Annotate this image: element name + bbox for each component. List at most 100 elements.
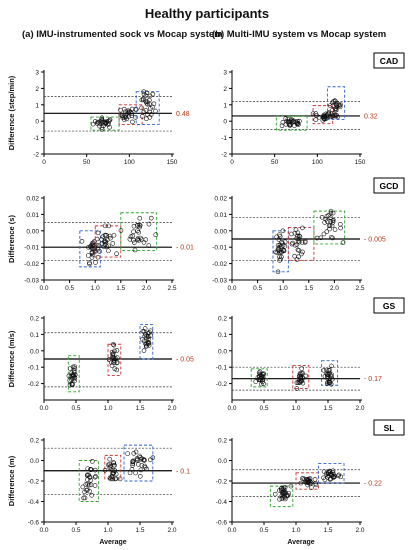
gcd-b-point — [330, 235, 335, 241]
sl-b-point — [322, 477, 328, 483]
sl-a-point — [112, 476, 118, 482]
sl-a-point — [138, 467, 144, 473]
gs-a-point — [70, 372, 76, 377]
sl-a-point — [90, 459, 95, 464]
cad-b-point — [297, 118, 302, 124]
gcd-b-point — [280, 228, 286, 234]
sl-a-point — [80, 484, 86, 490]
gs-a-point — [142, 326, 148, 331]
sl-b-point — [288, 483, 294, 489]
cad-b-point — [334, 101, 340, 106]
gcd-b-panel-box — [373, 177, 405, 194]
gcd-a-point — [104, 237, 110, 243]
gcd-b-xtick-label: 1.5 — [304, 285, 313, 292]
gs-a-mean-label: - 0.05 — [176, 357, 194, 364]
sl-a-point — [86, 482, 92, 488]
gcd-a-point — [88, 244, 93, 249]
cad-a-point — [139, 97, 145, 103]
sl-a-blue-box — [123, 444, 154, 482]
gcd-b-point — [278, 256, 283, 262]
gcd-a-point — [101, 244, 107, 250]
gs-a-point — [110, 341, 116, 347]
sl-a-xtick-label: 0.5 — [71, 527, 80, 534]
gs-a-point — [111, 357, 117, 363]
sl-a-point — [92, 474, 98, 480]
cad-a-xtick-label: 100 — [124, 159, 135, 166]
gcd-a-ytick-label: -0.01 — [24, 245, 39, 252]
gs-b-ytick-label: 0.1 — [218, 332, 227, 339]
cad-b-xtick-label: 150 — [355, 159, 366, 166]
gs-b-point — [257, 369, 263, 375]
cad-b-mean-label: 0.32 — [364, 113, 378, 120]
gs-a-point — [111, 355, 117, 361]
sl-a-point — [85, 466, 91, 471]
sl-b-mean-label: - 0.22 — [364, 481, 382, 488]
sl-b-point — [285, 493, 290, 499]
cad-a-point — [139, 105, 144, 111]
cad-b-point — [333, 101, 339, 107]
gcd-a-point — [95, 230, 101, 236]
sl-b-point — [279, 488, 284, 493]
gcd-a-xtick-label: 2.5 — [167, 285, 176, 292]
sl-b-ytick-label: 0.2 — [218, 438, 227, 445]
gcd-b-point — [340, 240, 346, 245]
gcd-b-point — [294, 257, 300, 262]
sl-a-point — [113, 471, 119, 477]
sl-b-point — [326, 473, 331, 479]
sl-a-point — [112, 463, 117, 468]
cad-a-point — [118, 107, 123, 113]
cad-a-ytick-label: -1 — [33, 135, 39, 142]
cad-a-ylabel: Difference (step/min) — [7, 75, 16, 150]
gs-a-ytick-label: 0.1 — [30, 332, 39, 339]
gs-a-xtick-label: 0.0 — [39, 405, 48, 412]
gcd-b-point — [330, 218, 336, 224]
column-b-title: (b) Multi-IMU system vs Mocap system — [212, 29, 387, 40]
cad-b-ytick-label: -1 — [221, 135, 227, 142]
gcd-a-point — [96, 243, 102, 249]
sl-a-mean-label: - 0.1 — [176, 468, 190, 475]
gcd-b-ytick-label: -0.03 — [212, 278, 227, 285]
gcd-b-point — [338, 221, 343, 227]
gs-b-point — [297, 374, 302, 379]
cad-b-xtick-label: 0 — [230, 159, 234, 166]
gcd-b-point — [281, 248, 287, 254]
gs-b-point — [298, 379, 304, 384]
cad-b-point — [295, 119, 300, 124]
gs-b-xtick-label: 0.5 — [259, 405, 268, 412]
cad-a-ytick-label: 3 — [35, 70, 39, 77]
gcd-b-green-box — [313, 210, 346, 245]
gcd-b-point — [324, 229, 330, 234]
cad-a-blue-box — [135, 91, 160, 125]
gs-b-point — [328, 373, 334, 378]
sl-a-point — [135, 457, 140, 462]
gcd-a-ytick-label: 0.01 — [26, 212, 39, 219]
gcd-a-point — [131, 223, 137, 229]
gs-a-red-box — [107, 343, 122, 376]
column-a-title: (a) IMU-instrumented sock vs Mocap syste… — [22, 29, 223, 40]
gcd-b-point — [290, 240, 295, 246]
cad-b-point — [333, 106, 338, 112]
gcd-a-point — [94, 243, 100, 248]
gcd-a-ytick-label: 0.02 — [26, 196, 39, 203]
sl-b-point — [301, 476, 306, 481]
sl-b-point — [282, 485, 288, 490]
gs-b-ytick-label: 0.2 — [218, 316, 227, 323]
gs-a-point — [111, 360, 116, 365]
gs-a-point — [67, 366, 73, 371]
gcd-b-point — [289, 241, 295, 247]
gcd-a-point — [88, 243, 94, 248]
gs-b-ytick-label: -0.2 — [216, 381, 228, 388]
cad-b-point — [333, 113, 338, 119]
gcd-a-point — [114, 251, 119, 257]
gcd-a-point — [87, 260, 92, 265]
sl-b-point — [313, 481, 318, 486]
gcd-a-point — [89, 255, 95, 260]
gs-a-point — [145, 330, 151, 336]
sl-b-point — [308, 480, 314, 486]
gs-a-ytick-label: -0.2 — [28, 381, 40, 388]
sl-a-point — [82, 489, 87, 495]
gcd-a-xtick-label: 0.5 — [65, 285, 74, 292]
cad-a-xtick-label: 50 — [83, 159, 91, 166]
gs-a-point — [111, 342, 117, 348]
